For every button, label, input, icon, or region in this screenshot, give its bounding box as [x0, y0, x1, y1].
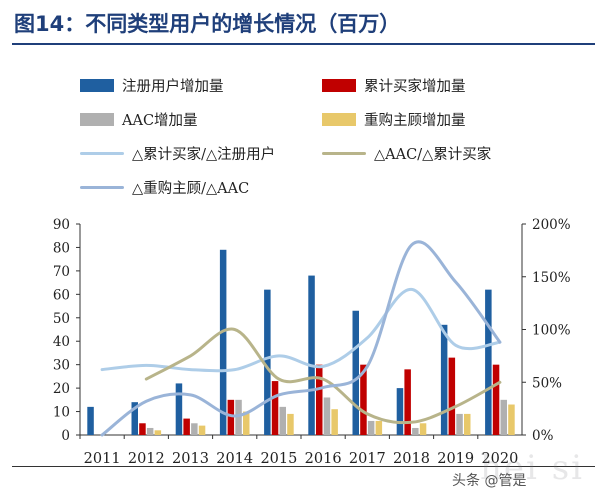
bar-repeat	[287, 413, 294, 435]
bar-buyers	[404, 369, 411, 435]
bar-aac	[279, 406, 286, 435]
legend-swatch-ratio2	[322, 151, 366, 155]
bar-repeat	[331, 409, 338, 435]
legend-swatch-buyers	[322, 78, 356, 92]
line-ratio-repeat-aac	[100, 240, 502, 437]
bar-repeat	[154, 430, 162, 435]
legend-item-ratio1: △累计买家/△注册用户	[80, 142, 275, 164]
bar-aac	[500, 399, 507, 435]
title-divider	[12, 43, 595, 45]
bar-buyers	[139, 423, 146, 435]
y-left-tick-label: 20	[53, 381, 70, 397]
bar-registered	[308, 275, 315, 435]
x-tick-label: 2012	[128, 451, 165, 467]
legend-item-ratio3: △重购主顾/△AAC	[80, 176, 249, 198]
legend-label-registered: 注册用户增加量	[122, 78, 224, 95]
line-ratio-aac-buyers	[144, 327, 502, 425]
x-tick-label: 2015	[260, 451, 297, 467]
x-tick-label: 2016	[305, 451, 342, 467]
y-left-tick-label: 70	[53, 264, 70, 280]
bar-buyers	[492, 364, 500, 435]
bar-buyers	[227, 399, 235, 435]
legend-item-buyers: 累计买家增加量	[322, 74, 466, 96]
bar-repeat	[419, 423, 427, 435]
legend-swatch-ratio3	[80, 185, 124, 189]
line-ratio-buyers-registered	[100, 287, 502, 373]
bar-registered	[219, 249, 227, 435]
bar-buyers	[448, 357, 456, 435]
bar-registered	[87, 406, 94, 435]
bar-buyers	[316, 364, 323, 435]
bar-repeat	[243, 411, 250, 435]
bar-buyers	[360, 364, 367, 435]
chart-title: 图14：不同类型用户的增长情况（百万）	[14, 12, 401, 36]
bar-aac	[323, 397, 331, 435]
legend-label-ratio3: △重购主顾/△AAC	[132, 180, 250, 197]
faint-watermark: hei si	[480, 448, 585, 488]
watermark: 头条 @管是	[452, 473, 527, 489]
bar-registered	[440, 324, 448, 435]
chart-legend: 注册用户增加量 累计买家增加量 AAC增加量 重购主顾增加量 △累计买家/△注册…	[0, 0, 607, 200]
bar-registered	[175, 383, 183, 435]
legend-swatch-aac	[80, 112, 114, 126]
legend-label-repeat: 重购主顾增加量	[364, 112, 466, 129]
y-left-tick-label: 50	[53, 311, 70, 327]
y-right-tick-label: 150%	[532, 270, 571, 286]
legend-swatch-ratio1	[80, 151, 124, 155]
y-left-tick-label: 40	[53, 334, 70, 350]
legend-label-buyers: 累计买家增加量	[364, 78, 466, 95]
bar-registered	[264, 289, 271, 435]
y-right-tick-label: 50%	[532, 375, 562, 391]
legend-item-ratio2: △AAC/△累计买家	[322, 142, 491, 164]
legend-item-registered: 注册用户增加量	[80, 74, 224, 96]
bar-registered	[396, 388, 404, 435]
x-tick-label: 2019	[437, 451, 474, 467]
x-tick-label: 2017	[349, 451, 386, 467]
y-right-tick-label: 100%	[532, 323, 571, 339]
bar-repeat	[375, 420, 383, 435]
bar-repeat	[508, 404, 515, 435]
y-left-tick-label: 30	[53, 358, 70, 374]
bar-registered	[131, 402, 138, 435]
legend-label-aac: AAC增加量	[122, 112, 198, 129]
legend-label-ratio1: △累计买家/△注册用户	[132, 146, 276, 163]
y-right-tick-label: 200%	[532, 217, 571, 233]
y-right-tick-label: 0%	[532, 428, 554, 444]
bar-aac	[367, 420, 375, 435]
x-tick-label: 2011	[84, 451, 121, 467]
x-tick-label: 2014	[216, 451, 253, 467]
bar-aac	[456, 413, 463, 435]
bar-aac	[412, 427, 419, 435]
bar-buyers	[183, 418, 190, 435]
y-left-tick-label: 60	[53, 287, 70, 303]
bar-aac	[235, 399, 242, 435]
bar-repeat	[198, 425, 206, 435]
y-left-tick-label: 0	[61, 428, 70, 444]
legend-label-ratio2: △AAC/△累计买家	[374, 146, 492, 163]
y-left-tick-label: 90	[53, 217, 70, 233]
x-tick-label: 2013	[172, 451, 209, 467]
bar-registered	[485, 289, 492, 435]
legend-item-repeat: 重购主顾增加量	[322, 108, 466, 130]
bottom-divider	[12, 466, 595, 467]
x-tick-label: 2020	[481, 451, 518, 467]
x-tick-label: 2018	[393, 451, 430, 467]
y-left-tick-label: 80	[53, 240, 70, 256]
legend-swatch-registered	[80, 78, 114, 92]
bar-registered	[352, 310, 359, 435]
bar-aac	[191, 423, 198, 435]
legend-item-aac: AAC增加量	[80, 108, 198, 130]
y-left-tick-label: 10	[53, 405, 70, 421]
bar-buyers	[271, 381, 279, 435]
bar-aac	[146, 427, 154, 435]
bar-repeat	[464, 413, 471, 435]
legend-swatch-repeat	[322, 112, 356, 126]
